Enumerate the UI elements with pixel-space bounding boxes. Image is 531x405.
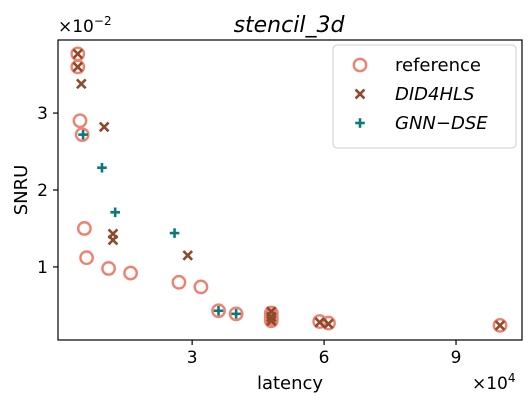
x-axis: 3 6 9	[187, 340, 462, 368]
data-point	[169, 228, 180, 238]
data-point	[97, 162, 107, 173]
data-point	[72, 48, 84, 60]
series-1	[72, 48, 506, 331]
data-point	[110, 207, 120, 218]
legend-marker	[354, 88, 366, 100]
data-point	[323, 318, 334, 330]
y-axis: 1 2 3	[37, 104, 58, 278]
legend-item: reference	[352, 55, 481, 76]
data-point	[211, 303, 226, 319]
legend-item: DID4HLS	[354, 84, 474, 105]
data-point	[265, 311, 277, 323]
x-offset-multiplier: ×10	[472, 374, 508, 394]
data-point	[123, 265, 138, 281]
data-point	[213, 305, 224, 316]
y-offset-exponent: −2	[94, 14, 112, 28]
x-tick-label: 9	[451, 348, 462, 368]
data-point	[70, 59, 86, 75]
legend-label: reference	[395, 55, 481, 76]
y-tick-label: 3	[37, 104, 48, 124]
x-tick-label: 6	[319, 348, 330, 368]
data-point	[98, 121, 110, 133]
x-offset-exponent: 4	[508, 371, 516, 385]
data-point	[171, 274, 187, 290]
data-point	[72, 61, 84, 73]
legend-marker	[355, 118, 365, 128]
legend-item: GNN−DSE	[355, 113, 488, 134]
legend-box	[332, 44, 517, 149]
legend-label: DID4HLS	[395, 84, 474, 105]
plot-area	[70, 46, 508, 333]
data-point	[72, 113, 88, 129]
y-tick-label: 2	[37, 181, 48, 201]
data-point	[182, 250, 194, 261]
data-point	[228, 306, 244, 322]
x-axis-title: latency	[257, 373, 323, 394]
data-point	[79, 250, 94, 266]
data-point	[263, 313, 279, 329]
data-point	[78, 129, 88, 140]
data-point	[107, 234, 119, 246]
data-point	[492, 317, 508, 333]
y-offset-multiplier: ×10	[58, 17, 94, 37]
data-point	[231, 309, 241, 319]
legend-label: GNN−DSE	[395, 113, 488, 134]
data-point	[193, 279, 209, 295]
legend-marker	[352, 57, 368, 73]
y-axis-title: SNRU	[11, 165, 32, 216]
data-point	[314, 316, 326, 328]
data-point	[101, 261, 116, 276]
y-tick-label: 1	[37, 258, 48, 278]
data-point	[75, 78, 87, 90]
chart-title: stencil_3d	[234, 13, 346, 38]
legend: reference DID4HLS GNN−DSE	[332, 44, 517, 149]
data-point	[265, 315, 277, 327]
series-2	[78, 129, 241, 319]
data-point	[74, 127, 90, 143]
data-point	[76, 221, 92, 236]
x-offset-label: ×104	[472, 371, 516, 394]
data-point	[494, 320, 506, 331]
x-tick-label: 3	[187, 348, 198, 368]
y-offset-label: ×10−2	[58, 14, 112, 37]
